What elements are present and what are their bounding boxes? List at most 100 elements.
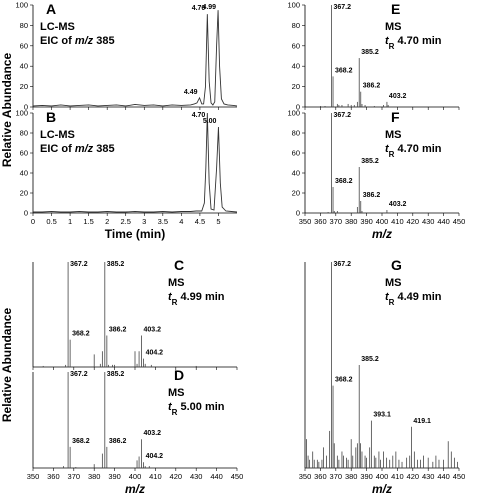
peak-label: 4.70 <box>192 5 206 12</box>
x-tick-label: 3 <box>142 217 146 226</box>
text-segment: R <box>172 298 178 307</box>
text-segment: 4.49 min <box>394 291 441 303</box>
peak-label: 386.2 <box>109 438 127 445</box>
peak-label: 385.2 <box>107 261 125 268</box>
peak-label: 4.70 <box>192 112 206 119</box>
x-tick-label: 420 <box>407 217 420 226</box>
y-tick-label: 0 <box>296 209 300 218</box>
x-tick-label: 350 <box>299 217 312 226</box>
x-axis-label: m/z <box>372 227 392 241</box>
peak-label: 368.2 <box>335 377 353 384</box>
text-segment: t <box>385 35 390 47</box>
y-tick-label: 80 <box>20 21 28 30</box>
x-axis-label: m/z <box>372 482 392 496</box>
text-segment: R <box>389 298 395 307</box>
y-tick-label: 20 <box>20 82 28 91</box>
panel-text: tR 4.70 min <box>385 143 442 159</box>
peak-label: 403.2 <box>144 327 162 334</box>
text-segment: R <box>389 150 395 159</box>
y-tick-label: 100 <box>287 1 300 10</box>
text-segment: t <box>168 291 173 303</box>
peak-label: 368.2 <box>335 178 353 185</box>
x-tick-label: 4.5 <box>195 217 205 226</box>
y-tick-label: 80 <box>20 129 28 138</box>
y-tick-label: 60 <box>292 149 300 158</box>
x-tick-label: 380 <box>345 472 358 481</box>
text-segment: t <box>385 291 390 303</box>
y-tick-label: 100 <box>15 109 28 118</box>
y-tick-label: 80 <box>292 129 300 138</box>
chromatogram <box>32 10 238 107</box>
text-segment: LC-MS <box>40 21 75 33</box>
x-tick-label: 420 <box>407 472 420 481</box>
peak-label: 367.2 <box>70 261 88 268</box>
text-segment: 385 <box>93 143 114 155</box>
peak-label: 4.49 <box>184 89 198 96</box>
x-tick-label: 0.5 <box>46 217 56 226</box>
text-segment: MS <box>168 387 185 399</box>
text-segment: MS <box>168 277 185 289</box>
y-tick-label: 80 <box>292 21 300 30</box>
text-segment: MS <box>385 21 402 33</box>
peak-label: 368.2 <box>72 331 90 338</box>
y-tick-label: 60 <box>20 149 28 158</box>
y-tick-label: 100 <box>15 1 28 10</box>
x-tick-label: 360 <box>47 472 60 481</box>
x-tick-label: 0 <box>31 217 35 226</box>
panel-letter: G <box>391 257 402 273</box>
panel-text: MS <box>168 387 185 399</box>
peak-label: 368.2 <box>335 67 353 74</box>
x-tick-label: 380 <box>345 217 358 226</box>
x-tick-label: 450 <box>453 217 466 226</box>
y-tick-label: 20 <box>20 189 28 198</box>
y-tick-label: 40 <box>292 169 300 178</box>
text-segment: 4.99 min <box>177 291 224 303</box>
y-tick-label: 20 <box>292 189 300 198</box>
text-segment: R <box>172 408 178 417</box>
text-segment: MS <box>385 277 402 289</box>
peak-label: 403.2 <box>389 201 407 208</box>
text-segment: 4.70 min <box>394 35 441 47</box>
peak-label: 419.1 <box>413 418 431 425</box>
y-tick-label: 20 <box>292 82 300 91</box>
panel-text: MS <box>385 277 402 289</box>
text-segment: t <box>385 143 390 155</box>
y-tick-label: 40 <box>20 169 28 178</box>
y-axis-label: Relative Abundance <box>0 53 14 168</box>
peak-label: 404.2 <box>146 453 164 460</box>
x-tick-label: 4 <box>179 217 183 226</box>
x-tick-label: 410 <box>149 472 162 481</box>
panel-letter: C <box>174 257 184 273</box>
text-segment: 4.70 min <box>394 143 441 155</box>
x-tick-label: 370 <box>330 472 343 481</box>
text-segment: t <box>168 401 173 413</box>
peak-label: 403.2 <box>144 430 162 437</box>
x-tick-label: 1.5 <box>83 217 93 226</box>
peak-label: 385.2 <box>361 356 379 363</box>
panel-letter: E <box>391 1 400 17</box>
x-tick-label: 430 <box>422 472 435 481</box>
x-tick-label: 390 <box>360 217 373 226</box>
text-segment: EIC of <box>40 35 75 47</box>
chromatogram <box>33 112 238 213</box>
peak-label: 368.2 <box>72 438 90 445</box>
x-tick-label: 360 <box>314 472 327 481</box>
y-tick-label: 100 <box>287 109 300 118</box>
y-axis-label: Relative Abundance <box>0 308 14 423</box>
peak-label: 386.2 <box>363 192 381 199</box>
x-tick-label: 370 <box>68 472 81 481</box>
x-tick-label: 450 <box>453 472 466 481</box>
x-axis-label: m/z <box>125 482 145 496</box>
text-segment: m/z <box>75 143 94 155</box>
y-tick-label: 60 <box>20 41 28 50</box>
panel-text: tR 4.99 min <box>168 291 225 307</box>
x-tick-label: 5 <box>216 217 220 226</box>
peak-label: 393.1 <box>373 412 391 419</box>
x-tick-label: 360 <box>314 217 327 226</box>
x-tick-label: 440 <box>210 472 223 481</box>
x-axis-label: Time (min) <box>105 227 165 241</box>
x-tick-label: 430 <box>422 217 435 226</box>
x-tick-label: 2 <box>105 217 109 226</box>
text-segment: 385 <box>93 35 114 47</box>
peak-label: 385.2 <box>361 49 379 56</box>
